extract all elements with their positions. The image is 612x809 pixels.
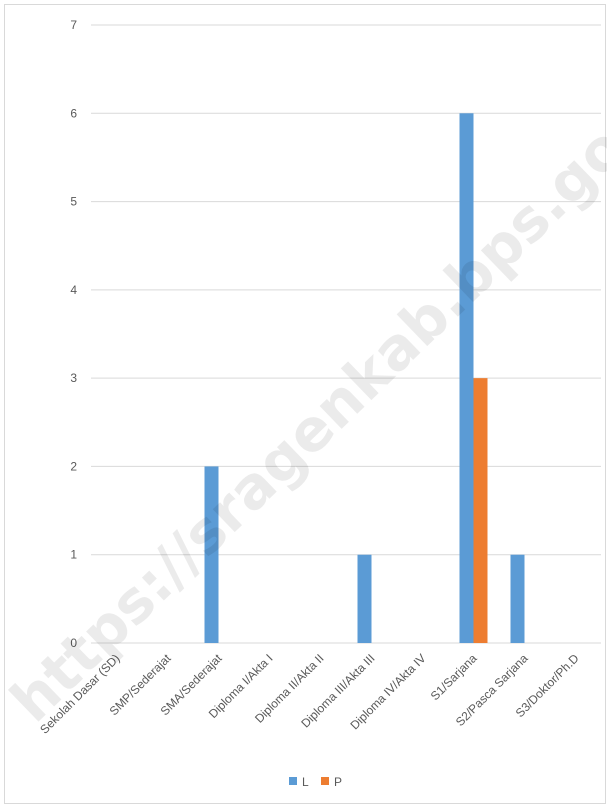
- y-tick-label: 5: [70, 195, 77, 209]
- y-tick-label: 2: [70, 459, 77, 473]
- y-tick-label: 0: [70, 636, 77, 650]
- bars: [204, 113, 525, 644]
- bar-l-8: [510, 554, 525, 643]
- x-axis-ticks: Sekolah Dasar (SD)SMP/SederajatSMA/Seder…: [37, 651, 582, 737]
- gridlines: [91, 24, 601, 644]
- legend-label-l: L: [302, 775, 309, 789]
- bar-l-2: [204, 466, 219, 643]
- y-tick-label: 3: [70, 371, 77, 385]
- bar-l-5: [357, 554, 372, 643]
- y-tick-label: 6: [70, 106, 77, 120]
- chart-frame: 0 1 2 3 4 5 6 7 Sekolah Dasar (SD) SMP/Sederajat…: [4, 4, 607, 804]
- x-tick-label: S1/Sarjana: [428, 651, 480, 703]
- y-tick-label: 1: [70, 548, 77, 562]
- legend-swatch-l: [289, 777, 297, 785]
- bar-l-7: [459, 113, 474, 644]
- legend-swatch-p: [321, 777, 329, 785]
- legend-label-p: P: [334, 775, 342, 789]
- bar-p-7: [473, 378, 488, 643]
- y-tick-label: 7: [70, 18, 77, 32]
- y-tick-label: 4: [70, 283, 77, 297]
- y-axis-ticks: 0 1 2 3 4 5 6 7: [70, 18, 77, 650]
- bar-chart: 0 1 2 3 4 5 6 7 Sekolah Dasar (SD)SMP/Sederajat…: [5, 18, 607, 789]
